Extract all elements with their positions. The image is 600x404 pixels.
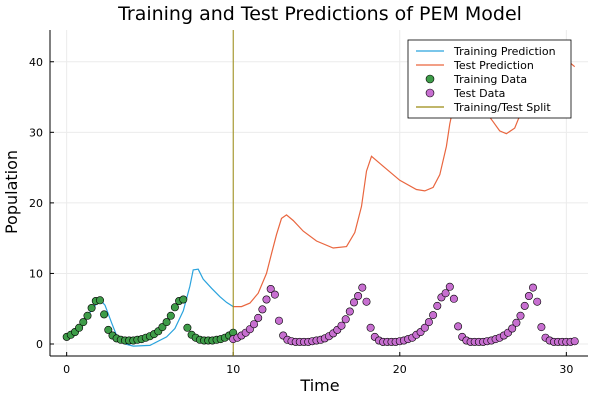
test-data-point: [274, 316, 283, 325]
test-data-point: [533, 297, 542, 306]
test-data-point: [424, 318, 433, 327]
legend-label-training-prediction: Training Prediction: [453, 45, 556, 58]
test-data-point: [337, 321, 346, 330]
training-data-point: [179, 295, 188, 304]
y-tick-label: 30: [29, 126, 43, 139]
test-data-point: [454, 322, 463, 331]
plot-marks: [62, 30, 579, 356]
test-data-point: [524, 291, 533, 300]
test-data-point: [254, 313, 263, 322]
test-data-point: [349, 298, 358, 307]
y-tick-label: 40: [29, 56, 43, 69]
training-data-point: [87, 303, 96, 312]
test-data-point: [441, 289, 450, 298]
test-data-point: [537, 323, 546, 332]
test-data-point: [508, 324, 517, 333]
x-tick-label: 30: [559, 363, 573, 376]
training-data-point: [170, 303, 179, 312]
training-data-point: [183, 323, 192, 332]
training-data-point: [79, 318, 88, 327]
x-tick-label: 20: [393, 363, 407, 376]
test-data-point: [258, 305, 267, 314]
y-tick-label: 0: [36, 338, 43, 351]
training-data-point: [166, 311, 175, 320]
x-axis-label: Time: [299, 376, 339, 395]
y-axis-label: Population: [2, 150, 21, 234]
test-data-point: [516, 311, 525, 320]
legend-label-test-prediction: Test Prediction: [453, 59, 534, 72]
test-data-point: [341, 315, 350, 324]
test-data-point: [429, 311, 438, 320]
legend-swatch-test-data: [425, 88, 435, 98]
test-data-point: [445, 282, 454, 291]
test-data-point: [449, 294, 458, 303]
training-data-point: [96, 296, 105, 305]
test-data-point: [358, 283, 367, 292]
training-data-point: [100, 310, 109, 319]
legend-swatch-training-data: [425, 74, 435, 84]
test-data-point: [250, 320, 259, 329]
x-tick-label: 10: [226, 363, 240, 376]
test-data-point: [345, 307, 354, 316]
test-data-point: [270, 290, 279, 299]
training-data-point: [104, 325, 113, 334]
test-data-point: [433, 301, 442, 310]
test-data-point: [520, 301, 529, 310]
y-tick-label: 20: [29, 197, 43, 210]
y-tick-label: 10: [29, 267, 43, 280]
legend-box: [407, 39, 572, 119]
test-data-point: [362, 297, 371, 306]
legend-label-training-data: Training Data: [453, 73, 527, 86]
training-data-point: [162, 318, 171, 327]
test-data-point: [366, 323, 375, 332]
x-tick-label: 0: [63, 363, 70, 376]
training-data-point: [75, 323, 84, 332]
test-data-point: [262, 295, 271, 304]
legend-label-training-test-split: Training/Test Split: [453, 101, 551, 114]
training-data-point: [83, 311, 92, 320]
test-data-point: [420, 323, 429, 332]
test-data-point: [266, 284, 275, 293]
test-data-point: [354, 291, 363, 300]
chart-title: Training and Test Predictions of PEM Mod…: [117, 3, 522, 25]
test-data-point: [528, 283, 537, 292]
tick-labels: 0 10 20 30 0 10 20 30 40: [29, 56, 573, 376]
test-data-point: [570, 337, 579, 346]
legend-label-test-data: Test Data: [453, 87, 505, 100]
test-data-point: [512, 318, 521, 327]
